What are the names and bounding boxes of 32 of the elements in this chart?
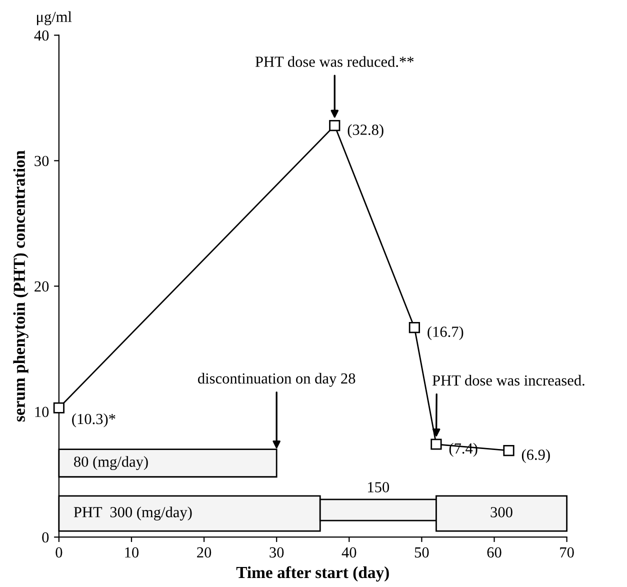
point: [408, 322, 420, 334]
annotation: discontinuation on day 28: [198, 372, 356, 387]
x-tick-label: 30: [270, 547, 284, 558]
band-label: 80 (mg/day): [74, 456, 148, 470]
band-label: 150: [368, 482, 390, 492]
text: μg/ml: [37, 11, 72, 26]
point: [53, 402, 64, 414]
data-label: (32.8): [348, 124, 384, 138]
y-tick-label: 30: [34, 156, 49, 166]
y-tick-label: 20: [34, 281, 49, 292]
data-label: (6.9): [522, 449, 550, 464]
annotation: PHT dose was increased.: [432, 374, 584, 386]
x-axis-title: Time after start (day): [236, 566, 389, 582]
y-tick-label: 10: [35, 406, 49, 418]
x-tick-label: 50: [414, 547, 429, 558]
data-label: (10.3)*: [72, 413, 116, 428]
band-label: 300: [490, 507, 512, 518]
point: [503, 444, 514, 456]
band-label: PHT 300 (mg/day): [74, 506, 192, 520]
x-tick-label: 60: [487, 547, 502, 558]
y-axis-title: serum phenytoin (PHT) concentration: [13, 150, 28, 422]
annotation: PHT dose was reduced.**: [255, 56, 414, 67]
x-tick-label: 10: [125, 547, 139, 558]
x-tick-label: 70: [560, 547, 574, 558]
point: [430, 438, 442, 450]
y-tick-label: 0: [42, 532, 49, 543]
point: [329, 120, 340, 132]
x-tick-label: 20: [197, 547, 212, 558]
x-tick-label: 0: [56, 547, 62, 558]
y-tick-label: 40: [34, 30, 49, 41]
data-label: (16.7): [428, 326, 464, 340]
x-tick-label: 40: [342, 547, 356, 558]
